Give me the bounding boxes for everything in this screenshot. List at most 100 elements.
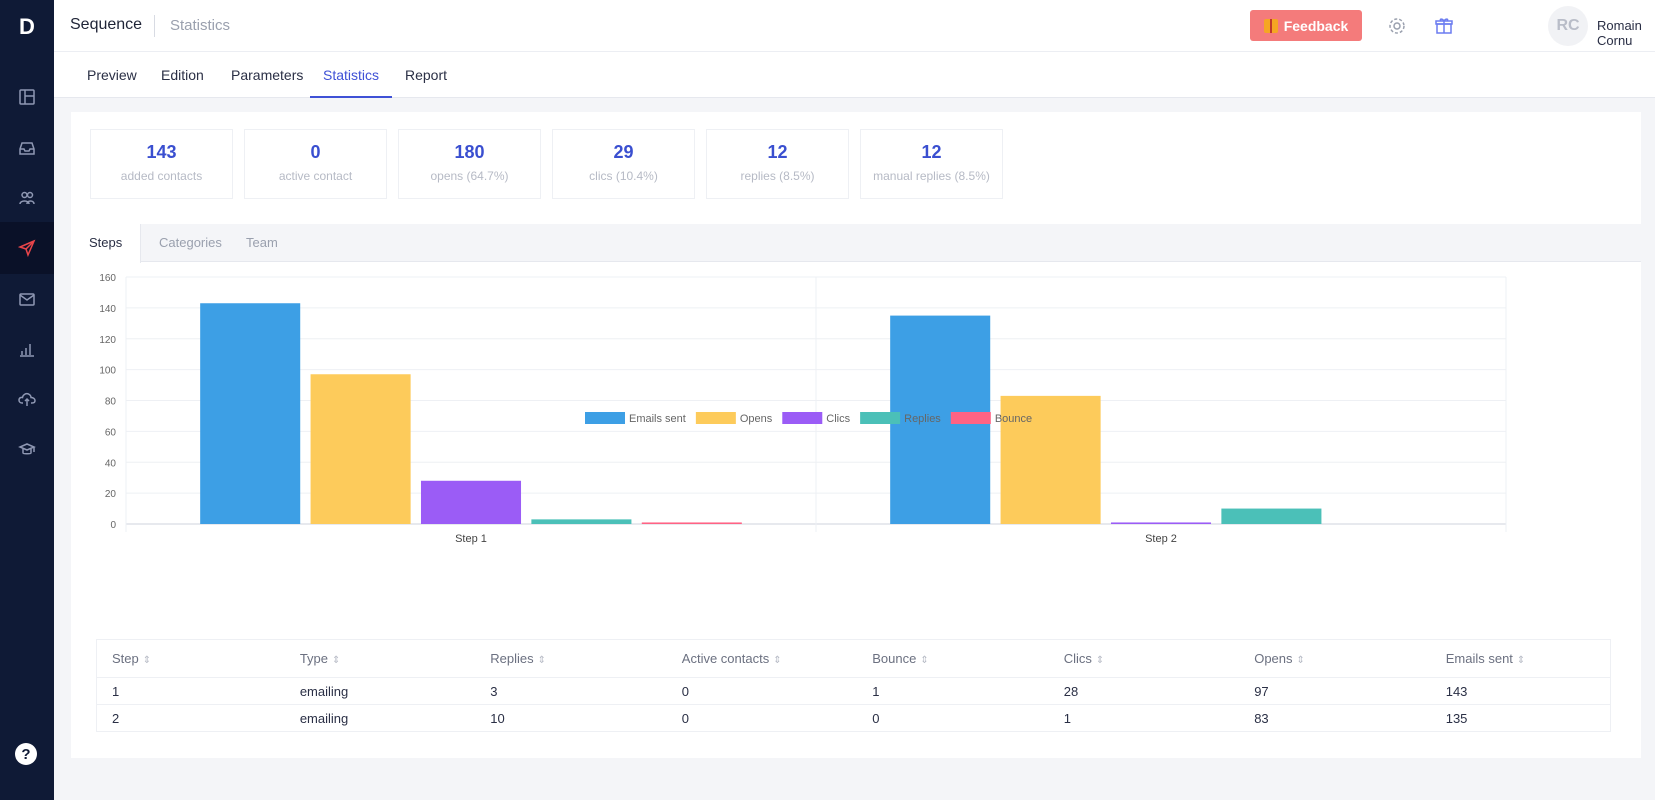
legend-swatch	[860, 412, 901, 424]
column-header[interactable]: Clics ⇕	[1048, 639, 1240, 678]
column-header-label: Bounce	[872, 651, 917, 666]
sidebar-item-sequences[interactable]	[0, 222, 54, 274]
stat-replies: 12 replies (8.5%)	[706, 129, 849, 199]
table-cell: 10	[475, 704, 667, 732]
send-icon	[18, 239, 36, 257]
column-header[interactable]: Replies ⇕	[475, 639, 667, 678]
statistics-card: 143 added contacts 0 active contact 180 …	[71, 112, 1641, 758]
sidebar-item-mail[interactable]	[0, 273, 54, 325]
stat-opens: 180 opens (64.7%)	[398, 129, 541, 199]
sidebar-item-reports[interactable]	[0, 323, 54, 375]
tab-preview[interactable]: Preview	[87, 67, 137, 83]
stat-label: clics (10.4%)	[589, 169, 658, 183]
stat-label: active contact	[278, 169, 353, 183]
y-tick-label: 160	[99, 273, 116, 284]
gift-outline-icon	[1435, 18, 1453, 34]
stat-value: 29	[613, 142, 634, 162]
sidebar-item-import[interactable]	[0, 373, 54, 425]
gifts-button[interactable]	[1434, 16, 1454, 36]
sidebar-item-contacts[interactable]	[0, 172, 54, 224]
tab-parameters[interactable]: Parameters	[231, 67, 304, 83]
table-cell: 0	[857, 704, 1049, 732]
legend-swatch	[585, 412, 625, 424]
stat-value: 12	[921, 142, 942, 162]
legend-label: Replies	[904, 413, 941, 425]
sort-icon[interactable]: ⇕	[920, 655, 929, 666]
y-tick-label: 120	[99, 335, 116, 346]
column-header[interactable]: Bounce ⇕	[857, 639, 1049, 678]
stat-value: 143	[146, 142, 177, 162]
stat-label: manual replies (8.5%)	[873, 169, 990, 183]
layout-icon	[19, 89, 35, 105]
sidebar-item-inbox[interactable]	[0, 122, 54, 174]
legend-label: Bounce	[995, 413, 1032, 425]
sort-icon[interactable]: ⇕	[332, 655, 341, 666]
feedback-button[interactable]: Feedback	[1250, 10, 1362, 41]
legend-swatch	[695, 412, 736, 424]
sort-icon[interactable]: ⇕	[773, 655, 782, 666]
sidebar-item-academy[interactable]	[0, 424, 54, 476]
bar-replies	[531, 519, 632, 524]
table-cell: 1	[857, 677, 1049, 705]
stat-value: 0	[310, 142, 321, 162]
stat-value: 12	[767, 142, 788, 162]
stat-label: replies (8.5%)	[740, 169, 815, 183]
cloud-upload-icon	[18, 392, 36, 406]
stat-label: added contacts	[120, 169, 203, 183]
sequence-tabs: Preview Edition Parameters Statistics Re…	[54, 52, 1655, 98]
sort-icon[interactable]: ⇕	[537, 655, 547, 666]
sort-icon[interactable]: ⇕	[1296, 655, 1305, 666]
tab-statistics[interactable]: Statistics	[310, 52, 393, 98]
subtab-team[interactable]: Team	[246, 235, 278, 250]
table-cell: 83	[1239, 704, 1431, 732]
y-tick-label: 140	[99, 304, 116, 315]
column-header[interactable]: Active contacts ⇕	[666, 639, 858, 678]
user-name[interactable]: Romain Cornu	[1597, 18, 1642, 48]
tab-edition[interactable]: Edition	[161, 67, 204, 83]
table-cell: 0	[666, 677, 858, 705]
contacts-icon	[19, 191, 35, 205]
column-header[interactable]: Type ⇕	[284, 639, 476, 678]
subtab-categories[interactable]: Categories	[159, 235, 222, 250]
legend-swatch	[782, 412, 823, 424]
sort-icon[interactable]: ⇕	[1516, 655, 1526, 666]
help-icon[interactable]: ?	[15, 743, 37, 765]
tab-report[interactable]: Report	[405, 67, 448, 83]
y-tick-label: 20	[105, 489, 117, 500]
subtab-steps[interactable]: Steps	[71, 224, 142, 263]
gear-icon	[1389, 18, 1405, 34]
column-header-label: Step	[112, 651, 139, 666]
table-row: 2 emailing 10 0 0 1 83 135	[96, 704, 1611, 732]
bar-replies	[1221, 508, 1322, 524]
sort-icon[interactable]: ⇕	[142, 655, 152, 666]
app-logo[interactable]: D	[19, 14, 35, 39]
bar-clics	[1110, 522, 1212, 524]
legend-label: Opens	[740, 413, 773, 425]
settings-button[interactable]	[1387, 16, 1407, 36]
table-cell: 135	[1430, 704, 1611, 732]
mail-icon	[19, 293, 35, 306]
column-header[interactable]: Step ⇕	[96, 639, 285, 678]
avatar[interactable]: RC	[1548, 6, 1588, 46]
table-cell: 143	[1430, 677, 1611, 705]
stat-label: opens (64.7%)	[430, 169, 509, 183]
bar-clics	[420, 480, 522, 524]
table-body: 1 emailing 3 0 1 28 97 143 2 emailing 10 0 0 1 83 135	[96, 677, 1611, 732]
table-cell: 0	[666, 704, 858, 732]
inbox-icon	[19, 142, 35, 155]
bar-opens	[1000, 395, 1101, 524]
legend-swatch	[950, 412, 991, 424]
statistics-subtabs: Steps Categories Team	[71, 224, 1641, 263]
table-cell: 28	[1048, 677, 1240, 705]
sort-icon[interactable]: ⇕	[1095, 655, 1105, 666]
table-header-row: Step ⇕ Type ⇕ Replies ⇕ Active contacts ⇕ Bounce…	[96, 639, 1611, 678]
breadcrumb-separator	[154, 15, 155, 37]
sidebar-item-dashboard[interactable]	[0, 71, 54, 123]
column-header[interactable]: Emails sent ⇕	[1430, 639, 1611, 678]
table-cell: 1	[1048, 704, 1240, 732]
breadcrumb-app[interactable]: Sequence	[70, 16, 143, 33]
gift-icon	[1263, 18, 1278, 33]
table-cell: emailing	[284, 677, 476, 705]
y-tick-label: 60	[105, 427, 117, 438]
column-header[interactable]: Opens ⇕	[1239, 639, 1431, 678]
